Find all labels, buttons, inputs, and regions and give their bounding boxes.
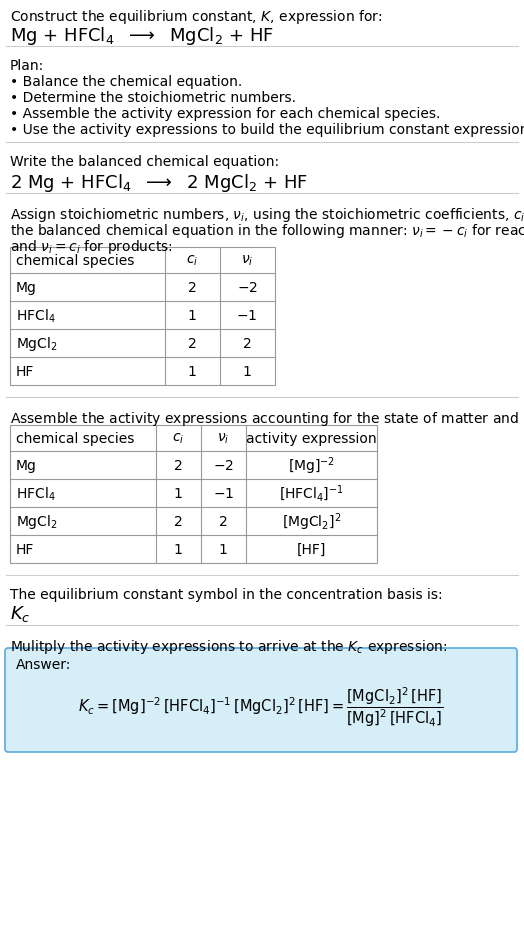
Text: Plan:: Plan: xyxy=(10,59,44,73)
Text: 2: 2 xyxy=(174,514,182,528)
Text: • Balance the chemical equation.: • Balance the chemical equation. xyxy=(10,75,242,89)
Text: [HF]: [HF] xyxy=(297,543,326,556)
Text: and $\nu_i = c_i$ for products:: and $\nu_i = c_i$ for products: xyxy=(10,238,173,256)
Text: $K_c$: $K_c$ xyxy=(10,604,30,624)
Text: $-1$: $-1$ xyxy=(236,308,258,323)
Text: HFCl$_4$: HFCl$_4$ xyxy=(16,485,56,502)
Bar xyxy=(10,248,275,386)
Text: $-2$: $-2$ xyxy=(237,281,258,295)
Text: • Use the activity expressions to build the equilibrium constant expression.: • Use the activity expressions to build … xyxy=(10,123,524,137)
Text: HF: HF xyxy=(16,543,35,556)
Text: $-2$: $-2$ xyxy=(213,459,234,472)
FancyBboxPatch shape xyxy=(5,648,517,752)
Text: Mg + HFCl$_4$  $\longrightarrow$  MgCl$_2$ + HF: Mg + HFCl$_4$ $\longrightarrow$ MgCl$_2$… xyxy=(10,25,274,47)
Text: Construct the equilibrium constant, $K$, expression for:: Construct the equilibrium constant, $K$,… xyxy=(10,8,383,26)
Text: Assign stoichiometric numbers, $\nu_i$, using the stoichiometric coefficients, $: Assign stoichiometric numbers, $\nu_i$, … xyxy=(10,206,524,224)
Text: Mg: Mg xyxy=(16,281,37,295)
Text: $-1$: $-1$ xyxy=(213,486,234,501)
Text: MgCl$_2$: MgCl$_2$ xyxy=(16,512,58,530)
Text: 1: 1 xyxy=(174,486,183,501)
Bar xyxy=(10,426,377,564)
Text: • Determine the stoichiometric numbers.: • Determine the stoichiometric numbers. xyxy=(10,90,296,105)
Text: • Assemble the activity expression for each chemical species.: • Assemble the activity expression for e… xyxy=(10,107,440,121)
Text: $K_c = [\mathrm{Mg}]^{-2}\,[\mathrm{HFCl_4}]^{-1}\,[\mathrm{MgCl_2}]^2\,[\mathrm: $K_c = [\mathrm{Mg}]^{-2}\,[\mathrm{HFCl… xyxy=(79,684,444,728)
Text: 1: 1 xyxy=(188,308,196,323)
Text: $c_i$: $c_i$ xyxy=(172,431,184,446)
Text: [HFCl$_4$]$^{-1}$: [HFCl$_4$]$^{-1}$ xyxy=(279,484,344,504)
Text: 1: 1 xyxy=(188,365,196,379)
Text: Mulitply the activity expressions to arrive at the $K_c$ expression:: Mulitply the activity expressions to arr… xyxy=(10,637,447,655)
Text: $\nu_i$: $\nu_i$ xyxy=(241,253,253,268)
Text: HFCl$_4$: HFCl$_4$ xyxy=(16,307,56,325)
Text: 1: 1 xyxy=(219,543,228,556)
Text: [MgCl$_2$]$^2$: [MgCl$_2$]$^2$ xyxy=(282,510,341,532)
Text: HF: HF xyxy=(16,365,35,379)
Text: the balanced chemical equation in the following manner: $\nu_i = -c_i$ for react: the balanced chemical equation in the fo… xyxy=(10,222,524,240)
Text: 2 Mg + HFCl$_4$  $\longrightarrow$  2 MgCl$_2$ + HF: 2 Mg + HFCl$_4$ $\longrightarrow$ 2 MgCl… xyxy=(10,171,308,194)
Text: 1: 1 xyxy=(174,543,183,556)
Text: [Mg]$^{-2}$: [Mg]$^{-2}$ xyxy=(288,455,335,476)
Text: chemical species: chemical species xyxy=(16,254,134,268)
Text: 1: 1 xyxy=(243,365,252,379)
Text: The equilibrium constant symbol in the concentration basis is:: The equilibrium constant symbol in the c… xyxy=(10,587,443,602)
Text: $\nu_i$: $\nu_i$ xyxy=(217,431,230,446)
Text: 2: 2 xyxy=(188,281,196,295)
Text: 2: 2 xyxy=(219,514,227,528)
Text: 2: 2 xyxy=(243,337,252,350)
Text: activity expression: activity expression xyxy=(246,431,377,446)
Text: MgCl$_2$: MgCl$_2$ xyxy=(16,335,58,352)
Text: $c_i$: $c_i$ xyxy=(186,253,198,268)
Text: 2: 2 xyxy=(174,459,182,472)
Text: chemical species: chemical species xyxy=(16,431,134,446)
Text: Answer:: Answer: xyxy=(16,657,71,671)
Text: 2: 2 xyxy=(188,337,196,350)
Text: Write the balanced chemical equation:: Write the balanced chemical equation: xyxy=(10,155,279,169)
Text: Mg: Mg xyxy=(16,459,37,472)
Text: Assemble the activity expressions accounting for the state of matter and $\nu_i$: Assemble the activity expressions accoun… xyxy=(10,409,524,427)
